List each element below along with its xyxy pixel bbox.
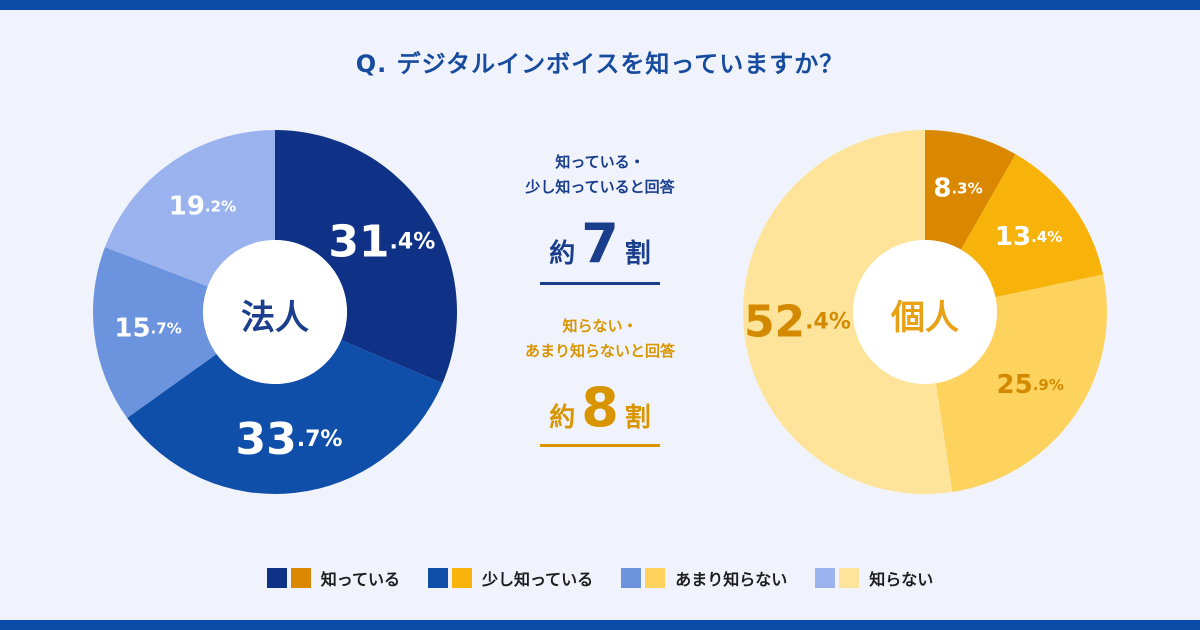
label-decimal: .4 — [805, 309, 829, 334]
unaware-suffix: 割 — [624, 403, 651, 433]
aware-underline — [540, 282, 660, 285]
label-integer: 31 — [328, 216, 389, 267]
corporate-value-label-0: 31.4% — [328, 216, 435, 267]
individual-slice-0 — [925, 130, 1016, 250]
individual-center-label: 個人 — [891, 298, 959, 338]
label-decimal: .4 — [390, 229, 414, 254]
corporate-center-label: 法人 — [241, 298, 309, 338]
aware-label-line1: 知っている・ — [555, 153, 645, 171]
aware-number: 7 — [581, 212, 619, 275]
corporate-value-label-3: 19.2% — [169, 192, 236, 222]
legend-swatch-corp — [815, 568, 836, 588]
legend-item-barely-know: あまり知らない — [621, 566, 787, 590]
label-unit: % — [968, 179, 983, 197]
label-integer: 8 — [933, 173, 951, 203]
label-unit: % — [320, 427, 342, 452]
label-decimal: .4 — [1031, 228, 1047, 246]
individual-value-label-0: 8.3% — [933, 173, 982, 203]
aware-label-line2: 少し知っていると回答 — [525, 178, 675, 196]
label-integer: 15 — [114, 313, 150, 343]
label-decimal: .7 — [151, 319, 167, 337]
legend-swatch-corp — [427, 568, 448, 588]
aware-prefix: 約 — [549, 239, 576, 269]
label-decimal: .9 — [1033, 376, 1049, 394]
legend-label: 知らない — [869, 570, 934, 589]
question-title: Q. デジタルインボイスを知っていますか？ — [355, 50, 845, 78]
top-frame-bar — [0, 0, 1200, 10]
legend-swatch-corp — [621, 568, 642, 588]
corporate-center-hole — [203, 240, 347, 384]
unaware-number: 8 — [581, 376, 619, 439]
unaware-label-line2: あまり知らないと回答 — [524, 342, 675, 360]
label-unit: % — [1049, 376, 1064, 394]
label-integer: 19 — [169, 192, 205, 222]
individual-value-label-2: 25.9% — [997, 370, 1064, 400]
label-unit: % — [413, 229, 435, 254]
label-decimal: .3 — [951, 179, 967, 197]
legend-swatch-ind — [839, 568, 860, 588]
label-decimal: .7 — [297, 427, 321, 452]
individual-center-hole — [853, 240, 997, 384]
label-integer: 52 — [744, 296, 805, 347]
label-unit: % — [1047, 228, 1062, 246]
legend-item-know: 知っている — [266, 566, 400, 590]
corporate-value-label-1: 33.7% — [236, 414, 343, 465]
aware-summary-label: 知っている・ 少し知っていると回答 — [490, 150, 710, 200]
unaware-label-line1: 知らない・ — [562, 317, 638, 335]
legend-swatch-ind — [645, 568, 666, 588]
legend-item-dont-know: 知らない — [815, 566, 933, 590]
unaware-underline — [540, 444, 660, 447]
unaware-prefix: 約 — [549, 403, 576, 433]
legend: 知っている 少し知っている あまり知らない 知らない — [0, 566, 1200, 590]
label-unit: % — [221, 198, 236, 216]
individual-slice-2 — [935, 274, 1107, 492]
legend-label: 少し知っている — [481, 570, 594, 589]
bottom-frame-bar — [0, 620, 1200, 630]
corporate-donut-chart: 31.4%33.7%15.7%19.2% — [93, 130, 457, 494]
legend-swatch-ind — [451, 568, 472, 588]
label-integer: 13 — [995, 222, 1031, 252]
label-integer: 25 — [997, 370, 1033, 400]
corporate-slice-0 — [275, 130, 457, 384]
legend-label: あまり知らない — [675, 570, 788, 589]
individual-slice-3 — [742, 130, 953, 495]
label-unit: % — [829, 309, 851, 334]
corporate-slice-2 — [93, 247, 217, 419]
aware-suffix: 割 — [624, 239, 651, 269]
label-integer: 33 — [236, 414, 297, 465]
individual-value-label-1: 13.4% — [995, 222, 1062, 252]
individual-slice-1 — [960, 154, 1104, 298]
legend-label: 知っている — [320, 570, 400, 589]
label-unit: % — [167, 319, 182, 337]
legend-item-know-little: 少し知っている — [427, 566, 594, 590]
unaware-summary-label: 知らない・ あまり知らないと回答 — [490, 314, 710, 364]
legend-swatch-ind — [290, 568, 311, 588]
label-decimal: .2 — [205, 198, 221, 216]
corporate-value-label-2: 15.7% — [114, 313, 181, 343]
corporate-slice-3 — [104, 130, 275, 287]
individual-donut-chart: 8.3%13.4%25.9%52.4% — [742, 130, 1107, 495]
corporate-slice-1 — [127, 340, 443, 494]
individual-value-label-3: 52.4% — [744, 296, 851, 347]
legend-swatch-corp — [266, 568, 287, 588]
